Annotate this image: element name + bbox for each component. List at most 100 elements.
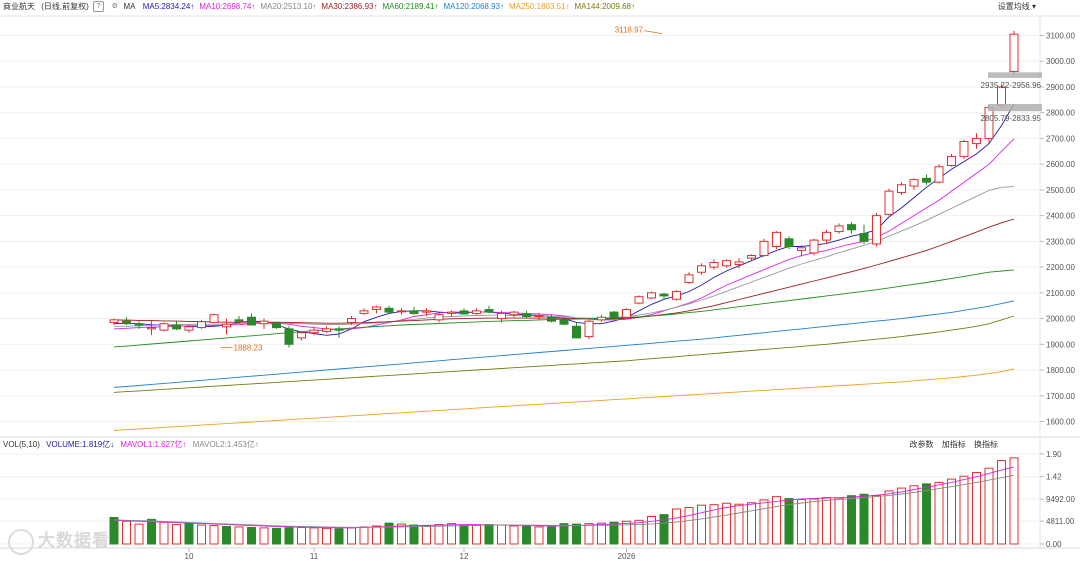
- volume-bar: [522, 525, 531, 545]
- volume-bar: [859, 493, 869, 545]
- y-tick-label: 2500.00: [1046, 186, 1075, 195]
- volume-bar: [997, 460, 1006, 545]
- volume-bar: [784, 498, 794, 545]
- candle: [284, 328, 294, 345]
- x-tick-label: 10: [185, 552, 194, 561]
- volume-bar: [147, 518, 156, 545]
- volume-bar: [384, 522, 394, 545]
- add-indicator-button[interactable]: 加指标: [941, 440, 966, 449]
- volume-bar: [322, 527, 331, 545]
- gear-icon[interactable]: ⚙: [111, 3, 118, 11]
- caret-down-icon: ▾: [1031, 2, 1036, 11]
- candle: [784, 238, 794, 248]
- candle: [422, 310, 431, 313]
- volume-bar: [559, 523, 569, 545]
- y-tick-label: 2900.00: [1046, 83, 1075, 92]
- ma-item: MA250:1803.51: [509, 2, 566, 11]
- volume-bar: [959, 475, 969, 545]
- volume-bar: [447, 523, 456, 545]
- volume-bar: [822, 497, 831, 545]
- candle: [184, 326, 194, 331]
- ma-item: MA120:2068.93: [443, 2, 501, 11]
- y-tick-label: 2300.00: [1046, 237, 1075, 246]
- candle: [522, 313, 531, 318]
- volume-bar: [109, 516, 119, 545]
- volume-bar: [759, 499, 769, 545]
- volume-bar: [697, 504, 706, 545]
- candle: [959, 141, 969, 157]
- candle: [709, 261, 719, 268]
- candle: [909, 179, 919, 187]
- volume-bar: [797, 498, 806, 545]
- candle: [722, 260, 731, 267]
- candle: [572, 325, 581, 339]
- volume-bar: [334, 528, 344, 545]
- candle: [534, 314, 544, 317]
- watermark: 大数据看: [8, 526, 110, 555]
- x-tick-label: 12: [460, 552, 469, 561]
- volume-bar: [609, 521, 619, 545]
- candle: [122, 320, 131, 325]
- up-arrow-icon: ↑: [254, 440, 259, 449]
- up-arrow-icon: ↑: [631, 2, 636, 11]
- candle: [222, 323, 231, 328]
- volume-bar: [472, 525, 481, 545]
- switch-indicator-button[interactable]: 换指标: [974, 440, 998, 449]
- gap-label: 2935.22-2956.96: [981, 81, 1042, 90]
- volume-tools: 改参数 加指标 换指标: [904, 439, 998, 451]
- volume-bar: [722, 502, 731, 545]
- volume-bar: [647, 516, 656, 545]
- volume-bar: [497, 524, 506, 545]
- volume-bar: [597, 522, 606, 545]
- ma-line-ma144: [113, 315, 1015, 393]
- candle: [297, 332, 306, 339]
- volume-bar: [209, 525, 219, 545]
- up-arrow-icon: ↑: [182, 440, 187, 449]
- candle: [834, 225, 844, 233]
- low-label: 1888.23: [234, 343, 263, 352]
- ma-item: MA20:2513.10: [260, 2, 313, 11]
- volume-bar: [922, 483, 931, 545]
- ma-settings-button[interactable]: 设置均线 ▾: [998, 0, 1036, 14]
- ma-item: MA144:2009.68: [574, 2, 632, 11]
- candle: [247, 316, 256, 326]
- volume-y-tick-label: 1.42: [1046, 473, 1062, 482]
- volume-bar: [909, 485, 919, 545]
- candle: [972, 137, 981, 145]
- question-icon[interactable]: ?: [93, 1, 105, 13]
- edit-params-button[interactable]: 改参数: [909, 440, 934, 449]
- up-arrow-icon: ↑: [251, 2, 256, 11]
- volume-bar: [247, 526, 256, 545]
- ma-line-ma60: [113, 269, 1015, 348]
- volume-bar: [572, 523, 581, 545]
- candle: [447, 311, 456, 314]
- ma-line-ma20: [114, 186, 1015, 327]
- candle: [259, 320, 269, 325]
- candle: [759, 240, 769, 257]
- candle: [272, 322, 281, 329]
- volume-bar: [847, 495, 856, 545]
- candle: [459, 310, 469, 315]
- gap-box: [988, 103, 1042, 112]
- volume-bar: [747, 502, 756, 545]
- candle: [209, 314, 219, 323]
- volume-bar: [122, 520, 131, 545]
- x-tick-label: 2026: [618, 552, 636, 561]
- y-tick-label: 2600.00: [1046, 160, 1075, 169]
- up-arrow-icon: ↑: [434, 2, 439, 11]
- volume-bar: [984, 467, 994, 545]
- volume-bar: [359, 526, 369, 545]
- volume-bar: [734, 503, 744, 545]
- volume-y-tick-label: 1.90: [1046, 450, 1062, 459]
- volume-bar: [672, 508, 681, 545]
- candle: [684, 274, 694, 284]
- volume-bar: [684, 507, 694, 545]
- y-tick-label: 2700.00: [1046, 134, 1075, 143]
- candle: [172, 324, 181, 330]
- chart-mode: (日线,前复权): [41, 2, 89, 11]
- candle: [334, 328, 344, 331]
- volume-bar: [772, 496, 781, 545]
- volume-y-tick-label: 9492.00: [1046, 495, 1075, 504]
- volume-bar: [947, 478, 956, 545]
